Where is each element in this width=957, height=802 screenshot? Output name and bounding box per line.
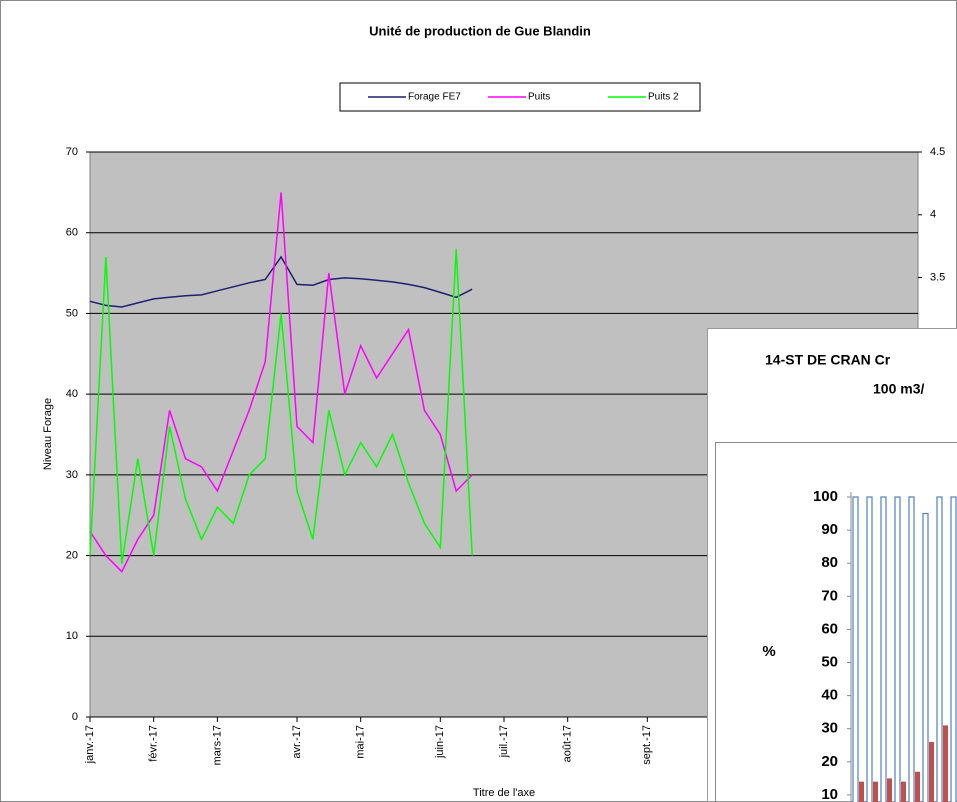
y-tick-label: 90 — [821, 521, 838, 538]
chart-title: Unité de production de Gue Blandin — [369, 23, 591, 38]
bar — [929, 741, 934, 802]
chart-subtitle: 100 m3/ — [873, 381, 924, 397]
y-tick-label: 100 — [813, 488, 838, 505]
y-axis-label: % — [762, 643, 775, 660]
x-tick-label: mai-17 — [355, 725, 367, 759]
plot-frame — [715, 442, 957, 802]
legend-label: Puits — [528, 92, 550, 103]
chart-title: 14-ST DE CRAN Cr — [765, 352, 891, 368]
x-tick-label: juin-17 — [434, 725, 446, 759]
bar — [894, 496, 901, 802]
series-line — [89, 248, 473, 564]
y-tick-label: 10 — [66, 630, 78, 642]
y-tick-label: 60 — [66, 227, 78, 239]
y-tick-label: 50 — [66, 307, 78, 319]
bar — [880, 496, 887, 802]
y-tick-label: 80 — [821, 554, 838, 571]
x-tick-label: sept.-17 — [641, 725, 653, 765]
x-tick-label: avr.-17 — [291, 725, 303, 759]
overlay-border — [707, 328, 957, 802]
series-line — [89, 192, 473, 573]
y-tick-label: 10 — [821, 786, 838, 802]
bar — [922, 512, 929, 802]
x-tick-label: févr.-17 — [148, 725, 160, 762]
bar — [950, 496, 957, 802]
bar — [859, 781, 864, 802]
y-tick-label: 30 — [66, 469, 78, 481]
y-tick-label: 50 — [821, 653, 838, 670]
y2-tick-label: 4.5 — [930, 146, 945, 158]
bar — [901, 781, 906, 802]
y-tick-label: 40 — [821, 687, 838, 704]
x-tick-label: mars-17 — [211, 725, 223, 765]
x-tick-label: août-17 — [562, 725, 574, 762]
bar — [915, 771, 920, 802]
y-tick-label: 20 — [66, 549, 78, 561]
x-tick-label: juil.-17 — [498, 725, 510, 758]
series-line — [89, 255, 473, 308]
bar — [887, 778, 892, 802]
y-tick-label: 40 — [66, 388, 78, 400]
y-tick-label: 20 — [821, 753, 838, 770]
y2-tick-label: 4 — [930, 209, 936, 221]
legend-label: Puits 2 — [648, 92, 679, 103]
y-tick-label: 30 — [821, 720, 838, 737]
bar — [936, 496, 943, 802]
legend-label: Forage FE7 — [408, 92, 461, 103]
bar — [908, 496, 915, 802]
y2-tick-label: 3.5 — [930, 271, 945, 283]
y-tick-label: 70 — [66, 146, 78, 158]
y-tick-label: 0 — [72, 711, 78, 723]
y-tick-label: 60 — [821, 620, 838, 637]
bar — [866, 496, 873, 802]
bar — [873, 781, 878, 802]
chart-overlay: 14-ST DE CRAN Cr 100 m3/ % 10 20 30 40 50 60 7… — [707, 328, 957, 802]
y-tick-label: 70 — [821, 587, 838, 604]
x-tick-label: janv.-17 — [84, 725, 96, 764]
x-axis-label: Titre de l'axe — [473, 787, 535, 799]
bar — [943, 725, 948, 802]
y-axis-label: Niveau Forage — [42, 398, 54, 470]
bar — [852, 496, 859, 802]
